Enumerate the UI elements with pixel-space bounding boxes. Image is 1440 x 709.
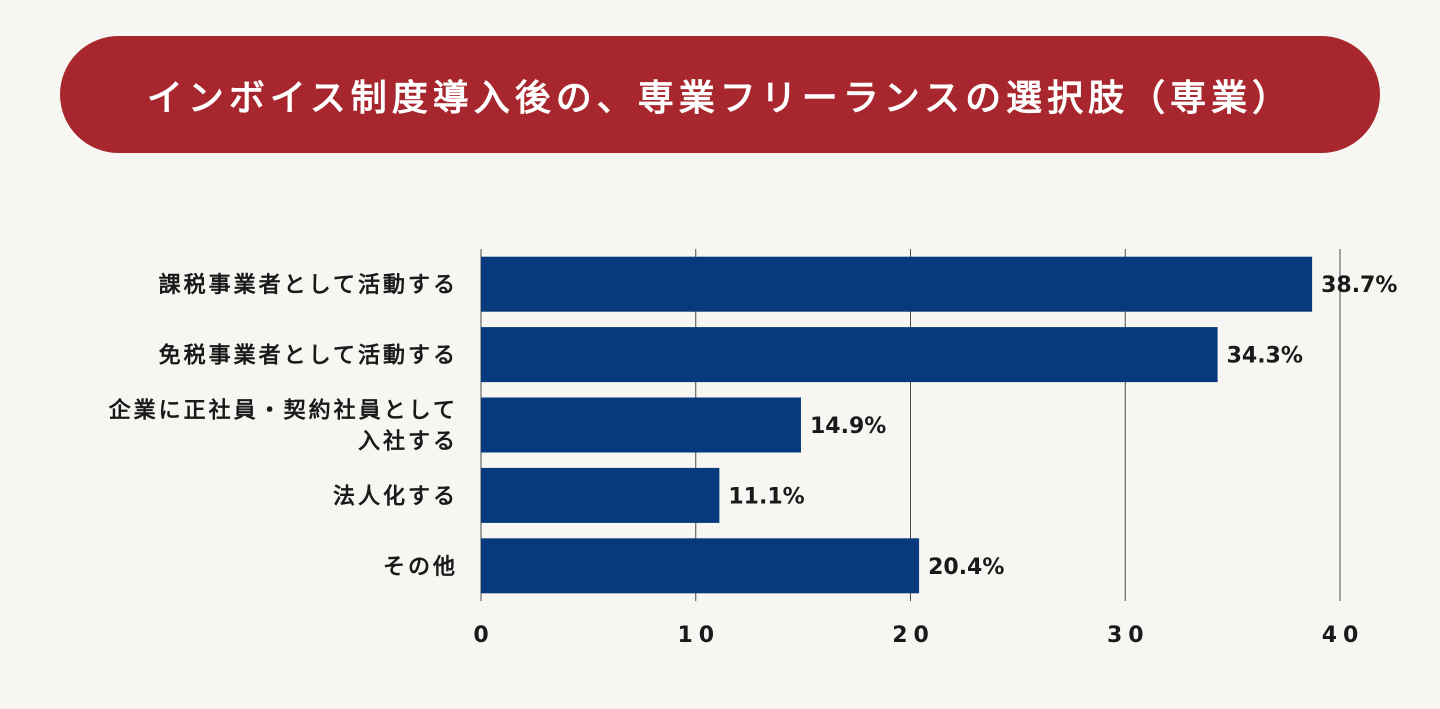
title-banner: インボイス制度導入後の、専業フリーランスの選択肢（専業） (60, 36, 1380, 153)
category-label: 企業に正社員・契約社員として (108, 398, 458, 424)
category-label: 課税事業者として活動する (159, 272, 458, 298)
data-label: 38.7% (1321, 273, 1397, 298)
category-label: 免税事業者として活動する (159, 343, 458, 369)
category-label: 入社する (358, 429, 458, 455)
category-label: その他 (383, 555, 458, 580)
data-label: 20.4% (928, 555, 1004, 580)
x-tick-label: 20 (892, 623, 935, 648)
bar (481, 327, 1218, 383)
bar (481, 397, 801, 453)
chart-title: インボイス制度導入後の、専業フリーランスの選択肢（専業） (146, 77, 1294, 119)
data-label: 14.9% (810, 414, 886, 439)
x-tick-label: 40 (1322, 623, 1365, 648)
x-tick-label: 10 (677, 623, 720, 648)
bar (481, 256, 1313, 312)
x-tick-label: 30 (1107, 623, 1150, 648)
bar (481, 538, 920, 594)
x-tick-label: 0 (473, 623, 494, 648)
category-label: 法人化する (333, 483, 458, 509)
bar (481, 467, 720, 523)
data-label: 34.3% (1227, 344, 1303, 369)
data-label: 11.1% (728, 484, 804, 509)
